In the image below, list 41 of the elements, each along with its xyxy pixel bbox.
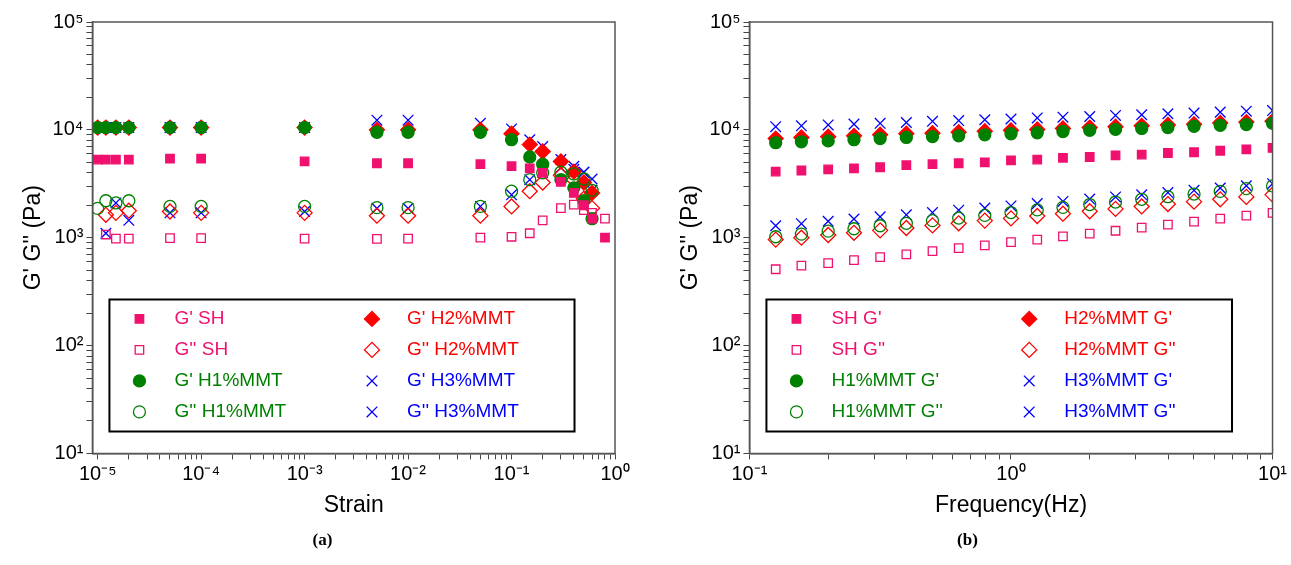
x-tick-label: 10⁻³ (286, 461, 323, 484)
y-tick-label: 10¹ (711, 440, 741, 463)
y-tick-label: 10³ (711, 225, 741, 248)
legend-label: H1%MMT G' (831, 369, 940, 391)
x-tick-label: 10⁻¹ (493, 461, 530, 484)
y-tick-label: 10² (711, 333, 741, 356)
x-tick-label: 10⁰ (996, 461, 1026, 484)
x-tick-label: 10¹ (1258, 461, 1288, 484)
y-tick-label: 10¹ (54, 440, 84, 463)
text: (a) (311, 530, 334, 550)
x-axis-title: Frequency(Hz) (934, 490, 1088, 517)
text: (b) (956, 530, 979, 550)
legend-label: G' SH (174, 307, 225, 329)
legend-label: SH G'' (831, 338, 886, 360)
x-axis-title: Strain (323, 490, 384, 517)
y-tick-label: 10⁴ (709, 117, 741, 140)
legend-label: G'' H3%MMT (406, 400, 520, 422)
y-tick-label: 10⁵ (52, 9, 84, 32)
legend-label: H2%MMT G'' (1064, 338, 1176, 360)
legend-label: H3%MMT G' (1064, 369, 1173, 391)
y-axis-title: G' G'' (Pa) (19, 185, 46, 291)
x-tick-label: 10⁰ (600, 461, 630, 484)
legend-label: SH G' (831, 307, 882, 329)
x-tick-label: 10⁻¹ (731, 461, 768, 484)
y-tick-label: 10⁴ (52, 117, 84, 140)
y-tick-label: 10² (54, 333, 84, 356)
x-tick-label: 10⁻⁵ (78, 461, 117, 484)
x-tick-label: 10⁻² (390, 461, 427, 484)
y-axis-title: G' G'' (Pa) (676, 185, 703, 291)
legend-label: H2%MMT G' (1064, 307, 1173, 329)
legend-label: G' H1%MMT (174, 369, 283, 391)
legend-label: G' H2%MMT (406, 307, 516, 329)
legend-label: H3%MMT G'' (1064, 400, 1176, 422)
y-tick-label: 10⁵ (709, 9, 741, 32)
legend-label: G'' H2%MMT (406, 338, 520, 360)
x-tick-label: 10⁻⁴ (182, 461, 221, 484)
y-tick-label: 10³ (54, 225, 84, 248)
legend-label: G'' SH (174, 338, 229, 360)
legend-label: G'' H1%MMT (174, 400, 287, 422)
legend-label: G' H3%MMT (406, 369, 516, 391)
legend-label: H1%MMT G'' (831, 400, 943, 422)
